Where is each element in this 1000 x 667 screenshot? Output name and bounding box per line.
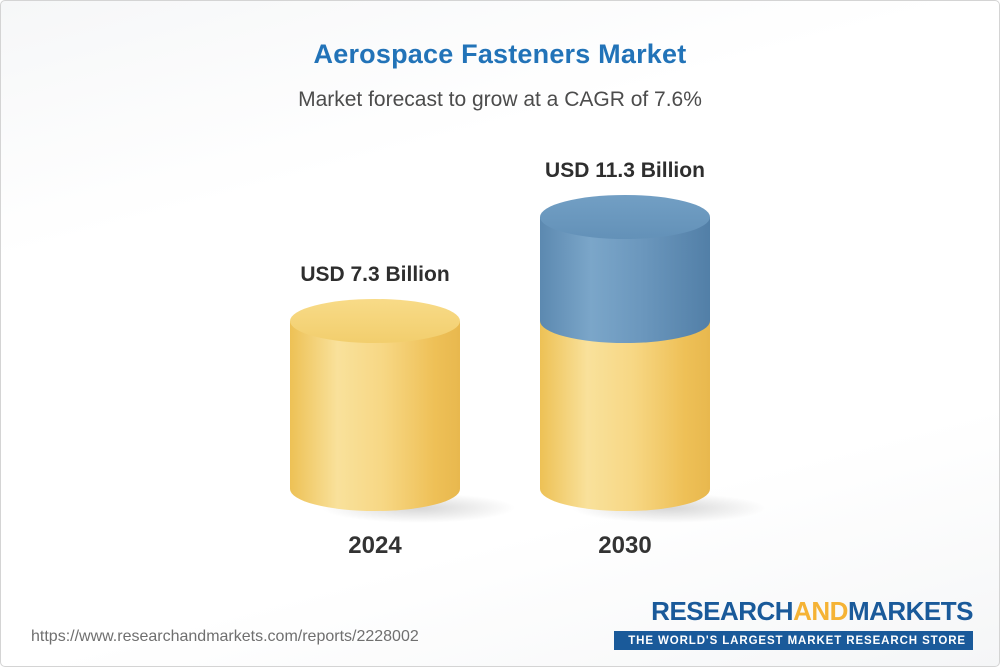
bar-group-2030: USD 11.3 Billion 2030 [540,159,767,561]
value-label-2030: USD 11.3 Billion [545,159,705,182]
logo-wordmark: RESEARCHANDMARKETS [614,596,973,627]
bar-group-2024: USD 7.3 Billion 2024 [290,263,517,561]
chart-title: Aerospace Fasteners Market [313,39,687,69]
category-label-2030: 2030 [598,532,652,559]
cylinder-2030 [540,195,767,523]
logo-word-research: RESEARCH [651,596,794,626]
cylinder-2024 [290,299,517,523]
logo-word-markets: MARKETS [847,596,974,626]
bar-chart: USD 7.3 Billion 2024 USD 11.3 Billion 20… [1,141,999,561]
logo-tagline: THE WORLD'S LARGEST MARKET RESEARCH STOR… [614,631,973,650]
chart-header: Aerospace Fasteners Market Market foreca… [1,39,999,112]
cylinder-2030-base-segment [540,321,710,511]
logo-word-and: AND [793,596,848,626]
cylinder-2024-body [290,299,460,511]
chart-subtitle: Market forecast to grow at a CAGR of 7.6… [298,88,702,111]
value-label-2024: USD 7.3 Billion [300,263,450,286]
cylinder-2030-growth-segment [540,195,710,343]
report-url: https://www.researchandmarkets.com/repor… [31,628,419,645]
research-and-markets-logo: RESEARCHANDMARKETS THE WORLD'S LARGEST M… [614,596,974,650]
category-label-2024: 2024 [348,532,402,559]
